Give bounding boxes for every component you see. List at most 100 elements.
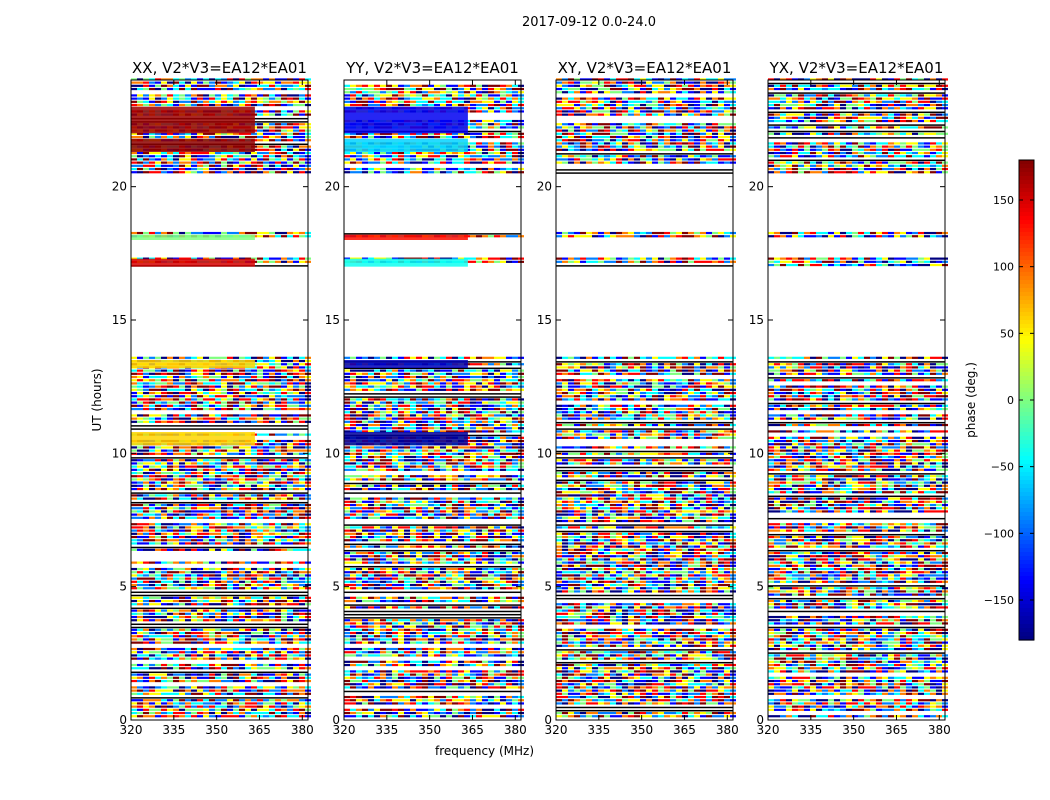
colorbar-segment	[1019, 172, 1034, 177]
x-tick-label: 365	[248, 723, 271, 737]
colorbar-segment	[1019, 320, 1034, 325]
colorbar-segment	[1019, 460, 1034, 465]
y-tick-label: 20	[325, 180, 340, 194]
y-tick-label: 10	[325, 446, 340, 460]
colorbar-segment	[1019, 232, 1034, 237]
phase-block-0	[344, 432, 468, 446]
axes-frame	[130, 79, 309, 721]
y-tick-label: 5	[332, 580, 340, 594]
colorbar-segment	[1019, 348, 1034, 353]
colorbar-segment	[1019, 228, 1034, 233]
colorbar-segment	[1019, 496, 1034, 501]
panels: 320 335 350 365 380 0 5 10 15 20 XX, V2*V3=EA12*EA…	[90, 59, 951, 758]
colorbar-segment	[1019, 372, 1034, 377]
colorbar-segment	[1019, 380, 1034, 385]
colorbar-segment	[1019, 592, 1034, 597]
colorbar-segment	[1019, 440, 1034, 445]
colorbar-segment	[1019, 604, 1034, 609]
x-tick-label: 350	[205, 723, 228, 737]
colorbar-segment	[1019, 336, 1034, 341]
phase-block-1	[344, 360, 468, 368]
axes-frame	[767, 79, 946, 721]
colorbar-segment	[1019, 236, 1034, 241]
colorbar-segment	[1019, 432, 1034, 437]
x-tick-label: 380	[504, 723, 527, 737]
x-tick-label: 380	[716, 723, 739, 737]
colorbar-tick-label: 50	[1000, 327, 1014, 340]
colorbar-tick-label: −100	[984, 527, 1014, 540]
panel-title: XY, V2*V3=EA12*EA01	[558, 59, 732, 77]
heatmap-texture	[768, 78, 948, 718]
x-tick-label: 365	[461, 723, 484, 737]
colorbar-segment	[1019, 188, 1034, 193]
colorbar-segment	[1019, 532, 1034, 537]
y-tick-label: 15	[325, 313, 340, 327]
colorbar-segment	[1019, 420, 1034, 425]
colorbar-segment	[1019, 488, 1034, 493]
panel-title: YY, V2*V3=EA12*EA01	[345, 59, 519, 77]
y-tick-label: 15	[749, 313, 764, 327]
colorbar-segment	[1019, 464, 1034, 469]
x-tick-label: 320	[757, 723, 780, 737]
colorbar-segment	[1019, 444, 1034, 449]
colorbar-segment	[1019, 584, 1034, 589]
phase-block-4	[344, 138, 468, 152]
panel-0: 320 335 350 365 380 0 5 10 15 20 XX, V2*V3=EA12*EA…	[90, 59, 314, 737]
colorbar-segment	[1019, 492, 1034, 497]
colorbar-segment	[1019, 588, 1034, 593]
y-tick-label: 0	[119, 713, 127, 727]
colorbar-segment	[1019, 544, 1034, 549]
colorbar-segment	[1019, 580, 1034, 585]
colorbar-segment	[1019, 528, 1034, 533]
phase-block-2	[344, 258, 468, 267]
colorbar-segment	[1019, 324, 1034, 329]
colorbar-segment	[1019, 560, 1034, 565]
colorbar-segment	[1019, 540, 1034, 545]
y-tick-label: 20	[112, 180, 127, 194]
phase-block-5	[344, 106, 468, 134]
colorbar-segment	[1019, 516, 1034, 521]
colorbar-segment	[1019, 296, 1034, 301]
colorbar-segment	[1019, 288, 1034, 293]
colorbar-segment	[1019, 264, 1034, 269]
y-tick-label: 20	[537, 180, 552, 194]
colorbar-segment	[1019, 568, 1034, 573]
colorbar-segment	[1019, 248, 1034, 253]
colorbar-segment	[1019, 256, 1034, 261]
x-tick-label: 320	[545, 723, 568, 737]
y-tick-label: 10	[749, 446, 764, 460]
colorbar-segment	[1019, 392, 1034, 397]
colorbar-segment	[1019, 476, 1034, 481]
colorbar-segment	[1019, 428, 1034, 433]
colorbar-segment	[1019, 576, 1034, 581]
x-tick-label: 335	[799, 723, 822, 737]
x-tick-label: 335	[162, 723, 185, 737]
colorbar-segment	[1019, 452, 1034, 457]
colorbar-segment	[1019, 284, 1034, 289]
colorbar-segment	[1019, 396, 1034, 401]
figure-suptitle: 2017-09-12 0.0-24.0	[522, 15, 656, 30]
y-tick-label: 10	[112, 446, 127, 460]
colorbar-segment	[1019, 340, 1034, 345]
colorbar-segment	[1019, 192, 1034, 197]
colorbar-segment	[1019, 384, 1034, 389]
colorbar-segment	[1019, 200, 1034, 205]
x-tick-label: 350	[630, 723, 653, 737]
colorbar-segment	[1019, 548, 1034, 553]
x-tick-label: 335	[375, 723, 398, 737]
colorbar-segment	[1019, 448, 1034, 453]
colorbar-tick-label: 150	[993, 194, 1014, 207]
colorbar-tick-label: −50	[991, 461, 1014, 474]
phase-block-2	[131, 258, 255, 267]
colorbar-segment	[1019, 616, 1034, 621]
colorbar-segment	[1019, 244, 1034, 249]
x-axis-label: frequency (MHz)	[435, 744, 534, 758]
colorbar-segment	[1019, 376, 1034, 381]
y-axis-label: UT (hours)	[90, 368, 104, 431]
colorbar-segment	[1019, 252, 1034, 257]
colorbar-segment	[1019, 504, 1034, 509]
colorbar-segment	[1019, 332, 1034, 337]
colorbar-segment	[1019, 276, 1034, 281]
colorbar-segment	[1019, 636, 1034, 641]
x-tick-label: 365	[673, 723, 696, 737]
